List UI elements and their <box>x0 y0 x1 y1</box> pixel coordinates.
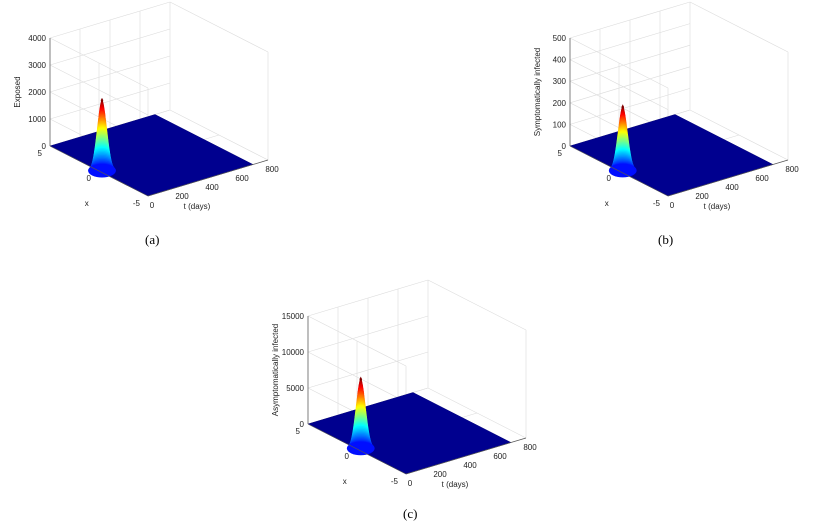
surface-peak-top <box>359 377 362 381</box>
panel-caption: (a) <box>145 232 160 247</box>
t-tick-label: 600 <box>755 174 769 183</box>
z-tick-label: 500 <box>553 34 567 43</box>
z-axis-label: Symptomatically infected <box>533 48 542 136</box>
t-tick-label: 0 <box>150 201 155 210</box>
x-axis-line <box>569 145 669 197</box>
x-tick-label: 5 <box>558 149 563 158</box>
t-tick-label: 600 <box>493 452 507 461</box>
x-tick-label: -5 <box>391 477 399 486</box>
surface-peak-slice <box>346 441 375 456</box>
z-tick-label: 0 <box>562 142 567 151</box>
t-axis-label: t (days) <box>442 480 469 489</box>
x-tick-label: -5 <box>653 199 661 208</box>
t-axis-line <box>147 159 269 197</box>
t-tick-label: 0 <box>670 201 675 210</box>
t-axis-label: t (days) <box>184 202 211 211</box>
t-tick-label: 200 <box>433 470 447 479</box>
x-axis-label: x <box>343 477 347 486</box>
x-axis-line <box>49 145 149 197</box>
x-tick-label: 0 <box>345 452 350 461</box>
surface-chart-exposed: 0 1000 2000 3000 4000 5 0 -5 0 200 400 600 800 Expose… <box>0 0 300 250</box>
z-tick-label: 4000 <box>28 34 46 43</box>
z-tick-label: 400 <box>553 56 567 65</box>
z-tick-label: 300 <box>553 77 567 86</box>
surface-base <box>49 114 254 197</box>
x-tick-label: 0 <box>607 174 612 183</box>
z-tick-label: 100 <box>553 120 567 129</box>
x-tick-label: -5 <box>133 199 141 208</box>
z-axis-label: Asymptomatically infected <box>271 324 280 416</box>
t-axis-line <box>405 437 527 475</box>
surface-base <box>569 114 774 197</box>
t-axis-line <box>667 159 789 197</box>
x-axis-label: x <box>85 199 89 208</box>
x-tick-label: 5 <box>38 149 43 158</box>
x-tick-label: 5 <box>296 427 301 436</box>
surface-peak-top <box>621 105 624 109</box>
t-tick-label: 0 <box>408 479 413 488</box>
t-tick-label: 400 <box>725 183 739 192</box>
z-tick-label: 1000 <box>28 115 46 124</box>
t-tick-label: 200 <box>695 192 709 201</box>
t-tick-label: 400 <box>463 461 477 470</box>
surface-base <box>307 392 512 475</box>
t-tick-label: 400 <box>205 183 219 192</box>
surface-chart-symptomatic: 0 100 200 300 400 500 5 0 -5 0 200 400 600 800 Symptom… <box>520 0 820 250</box>
z-axis-label: Exposed <box>13 76 22 107</box>
surface-peak <box>88 97 116 178</box>
x-axis-label: x <box>605 199 609 208</box>
t-tick-label: 800 <box>785 165 799 174</box>
surface-peak-slice <box>608 163 637 178</box>
surface-chart-asymptomatic: 0 5000 10000 15000 5 0 -5 0 200 400 600 800 Asymptom… <box>258 278 558 527</box>
z-tick-label: 0 <box>300 420 305 429</box>
t-tick-label: 200 <box>175 192 189 201</box>
z-tick-label: 15000 <box>282 312 305 321</box>
t-axis-label: t (days) <box>704 202 731 211</box>
surface-peak-top <box>100 99 104 103</box>
t-tick-label: 800 <box>265 165 279 174</box>
panel-caption: (c) <box>403 506 418 521</box>
x-axis-line <box>307 423 407 475</box>
surface-peak <box>608 104 637 178</box>
x-tick-label: 0 <box>87 174 92 183</box>
z-tick-label: 10000 <box>282 348 305 357</box>
surface-peak <box>346 376 375 456</box>
z-tick-label: 5000 <box>286 384 304 393</box>
t-tick-label: 800 <box>523 443 537 452</box>
z-tick-label: 200 <box>553 99 567 108</box>
z-tick-label: 2000 <box>28 88 46 97</box>
t-tick-label: 600 <box>235 174 249 183</box>
z-tick-label: 3000 <box>28 61 46 70</box>
surface-peak-slice <box>88 163 116 178</box>
z-tick-label: 0 <box>42 142 47 151</box>
panel-caption: (b) <box>658 232 674 247</box>
